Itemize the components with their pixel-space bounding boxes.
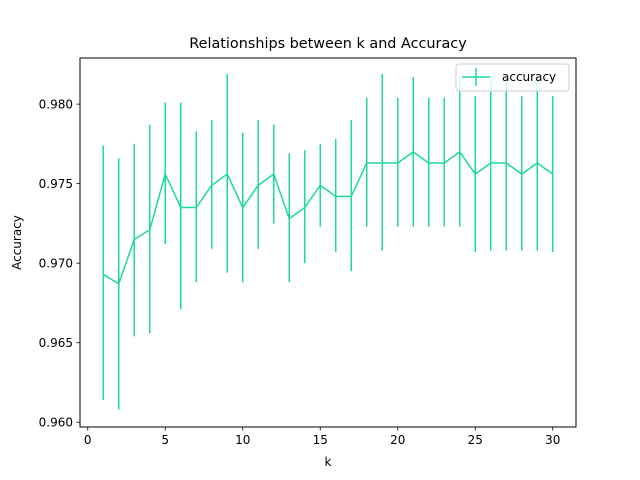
y-tick-label: 0.980: [39, 97, 73, 111]
y-tick-label: 0.975: [39, 177, 73, 191]
x-tick-label: 30: [545, 433, 560, 447]
legend: accuracy: [455, 63, 570, 92]
x-tick-label: 10: [235, 433, 250, 447]
y-tick-label: 0.965: [39, 336, 73, 350]
plot-frame: [79, 57, 577, 428]
chart-title: Relationships between k and Accuracy: [189, 36, 467, 52]
x-tick-label: 25: [468, 433, 483, 447]
plot-area: [102, 73, 554, 410]
x-axis-label: k: [325, 455, 332, 469]
x-axis: 0 5 10 15 20 25 30: [84, 427, 560, 447]
x-tick-label: 0: [84, 433, 92, 447]
legend-entry-accuracy: accuracy: [502, 70, 556, 84]
y-axis: 0.960 0.965 0.970 0.975 0.980: [39, 97, 80, 430]
series-line-accuracy: [102, 151, 554, 285]
x-tick-label: 20: [390, 433, 405, 447]
y-tick-label: 0.960: [39, 416, 73, 430]
y-tick-label: 0.970: [39, 256, 73, 270]
x-tick-label: 5: [161, 433, 169, 447]
y-axis-label: Accuracy: [10, 215, 24, 270]
legend-frame: [455, 63, 570, 92]
x-tick-label: 15: [313, 433, 328, 447]
